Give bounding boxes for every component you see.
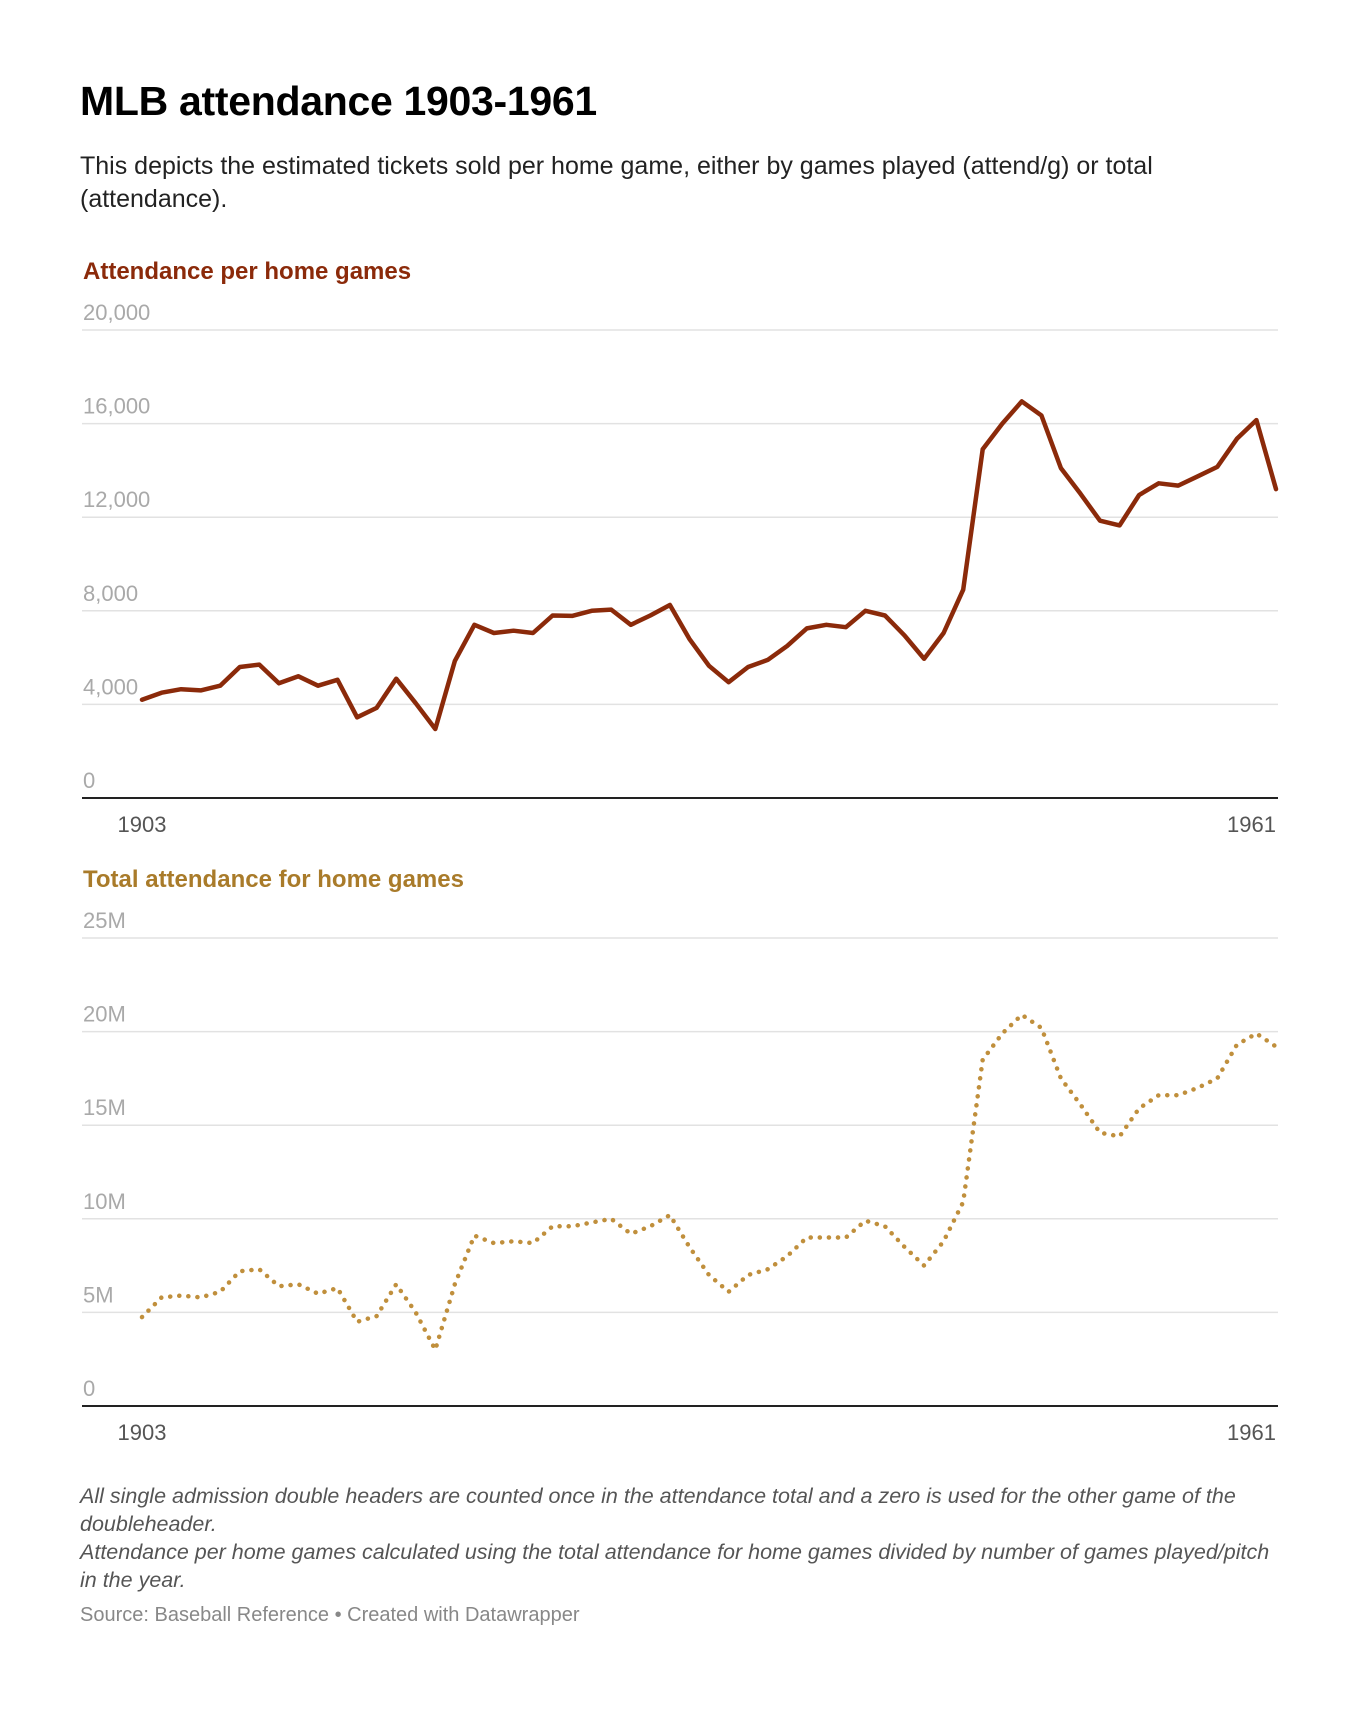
- per-game-x-tick-label: 1961: [1227, 812, 1276, 837]
- chart-description: This depicts the estimated tickets sold …: [80, 152, 1153, 213]
- total-x-tick-label: 1961: [1227, 1420, 1276, 1445]
- chart-title: MLB attendance 1903-1961: [80, 78, 597, 124]
- total-y-tick-label: 15M: [83, 1095, 126, 1120]
- total-series-line: [139, 1012, 1279, 1353]
- total-x-tick-label: 1903: [118, 1420, 167, 1445]
- footnotes: All single admission double headers are …: [80, 1482, 1280, 1594]
- source-credit: Source: Baseball Reference • Created wit…: [80, 1604, 580, 1626]
- total-y-tick-label: 0: [83, 1376, 95, 1401]
- total-y-tick-label: 25M: [83, 908, 126, 933]
- per-game-y-tick-label: 0: [83, 768, 95, 793]
- per-game-x-tick-label: 1903: [118, 812, 167, 837]
- per-game-y-tick-label: 16,000: [83, 394, 150, 419]
- per-game-line-chart: 20,000 16,000 12,000 8,000 4,000 0 1903 1961: [82, 300, 1279, 837]
- per-game-panel-title: Attendance per home games: [83, 258, 412, 285]
- footnote-doubleheaders: All single admission double headers are …: [80, 1484, 1236, 1536]
- per-game-series-line: [139, 399, 1279, 732]
- total-y-tick-label: 10M: [83, 1189, 126, 1214]
- per-game-y-tick-label: 8,000: [83, 581, 138, 606]
- footnote-per-game-method: Attendance per home games calculated usi…: [80, 1540, 1270, 1592]
- total-panel-title: Total attendance for home games: [83, 866, 464, 893]
- total-y-tick-label: 5M: [83, 1282, 114, 1307]
- per-game-y-tick-label: 12,000: [83, 487, 150, 512]
- per-game-y-tick-label: 4,000: [83, 674, 138, 699]
- per-game-y-tick-label: 20,000: [83, 300, 150, 325]
- total-line-chart: 25M 20M 15M 10M 5M 0 1903 1961: [82, 908, 1279, 1445]
- total-y-tick-label: 20M: [83, 1002, 126, 1027]
